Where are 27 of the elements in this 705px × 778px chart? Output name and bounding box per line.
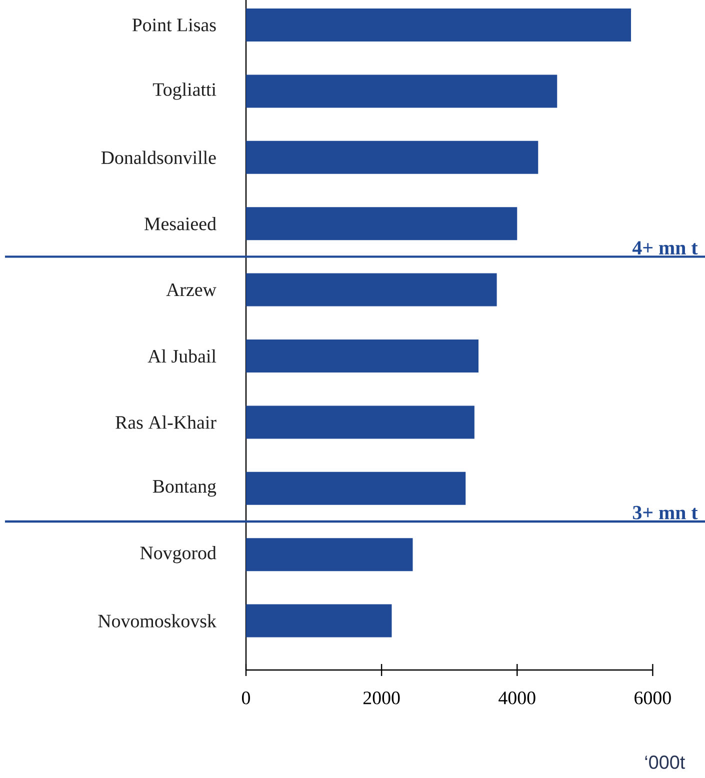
- x-tick-label: 0: [242, 692, 250, 704]
- y-tick-label: Bontang: [152, 480, 216, 497]
- bar: [246, 74, 558, 108]
- y-tick-label: Al Jubail: [148, 349, 216, 363]
- y-tick-label: Donaldsonville: [101, 150, 216, 164]
- x-tick-label: 4000: [498, 692, 536, 704]
- y-tick-label: Novomoskovsk: [98, 614, 216, 628]
- y-tick-label: Ras Al-Khair: [116, 416, 216, 429]
- y-tick-label: Mesaieed: [144, 216, 216, 230]
- y-tick-label: Arzew: [166, 283, 216, 296]
- bar: [246, 472, 466, 505]
- bar: [246, 140, 538, 174]
- annotation: 4+ mn t: [632, 241, 698, 255]
- bar: [246, 8, 632, 42]
- bar: [246, 273, 497, 306]
- bar: [246, 604, 392, 638]
- bar: [246, 538, 413, 572]
- bar: [246, 406, 474, 439]
- bar: [246, 207, 518, 240]
- y-tick-label: Point Lisas: [132, 18, 216, 32]
- x-tick-label: 6000: [634, 692, 671, 704]
- x-axis-title: ‘000t: [645, 756, 686, 769]
- x-tick-label: 2000: [363, 692, 400, 704]
- y-tick-label: Togliatti: [152, 82, 216, 100]
- annotation: 3+ mn t: [632, 506, 698, 520]
- bar: [246, 340, 478, 373]
- y-tick-label: Novgorod: [140, 546, 216, 564]
